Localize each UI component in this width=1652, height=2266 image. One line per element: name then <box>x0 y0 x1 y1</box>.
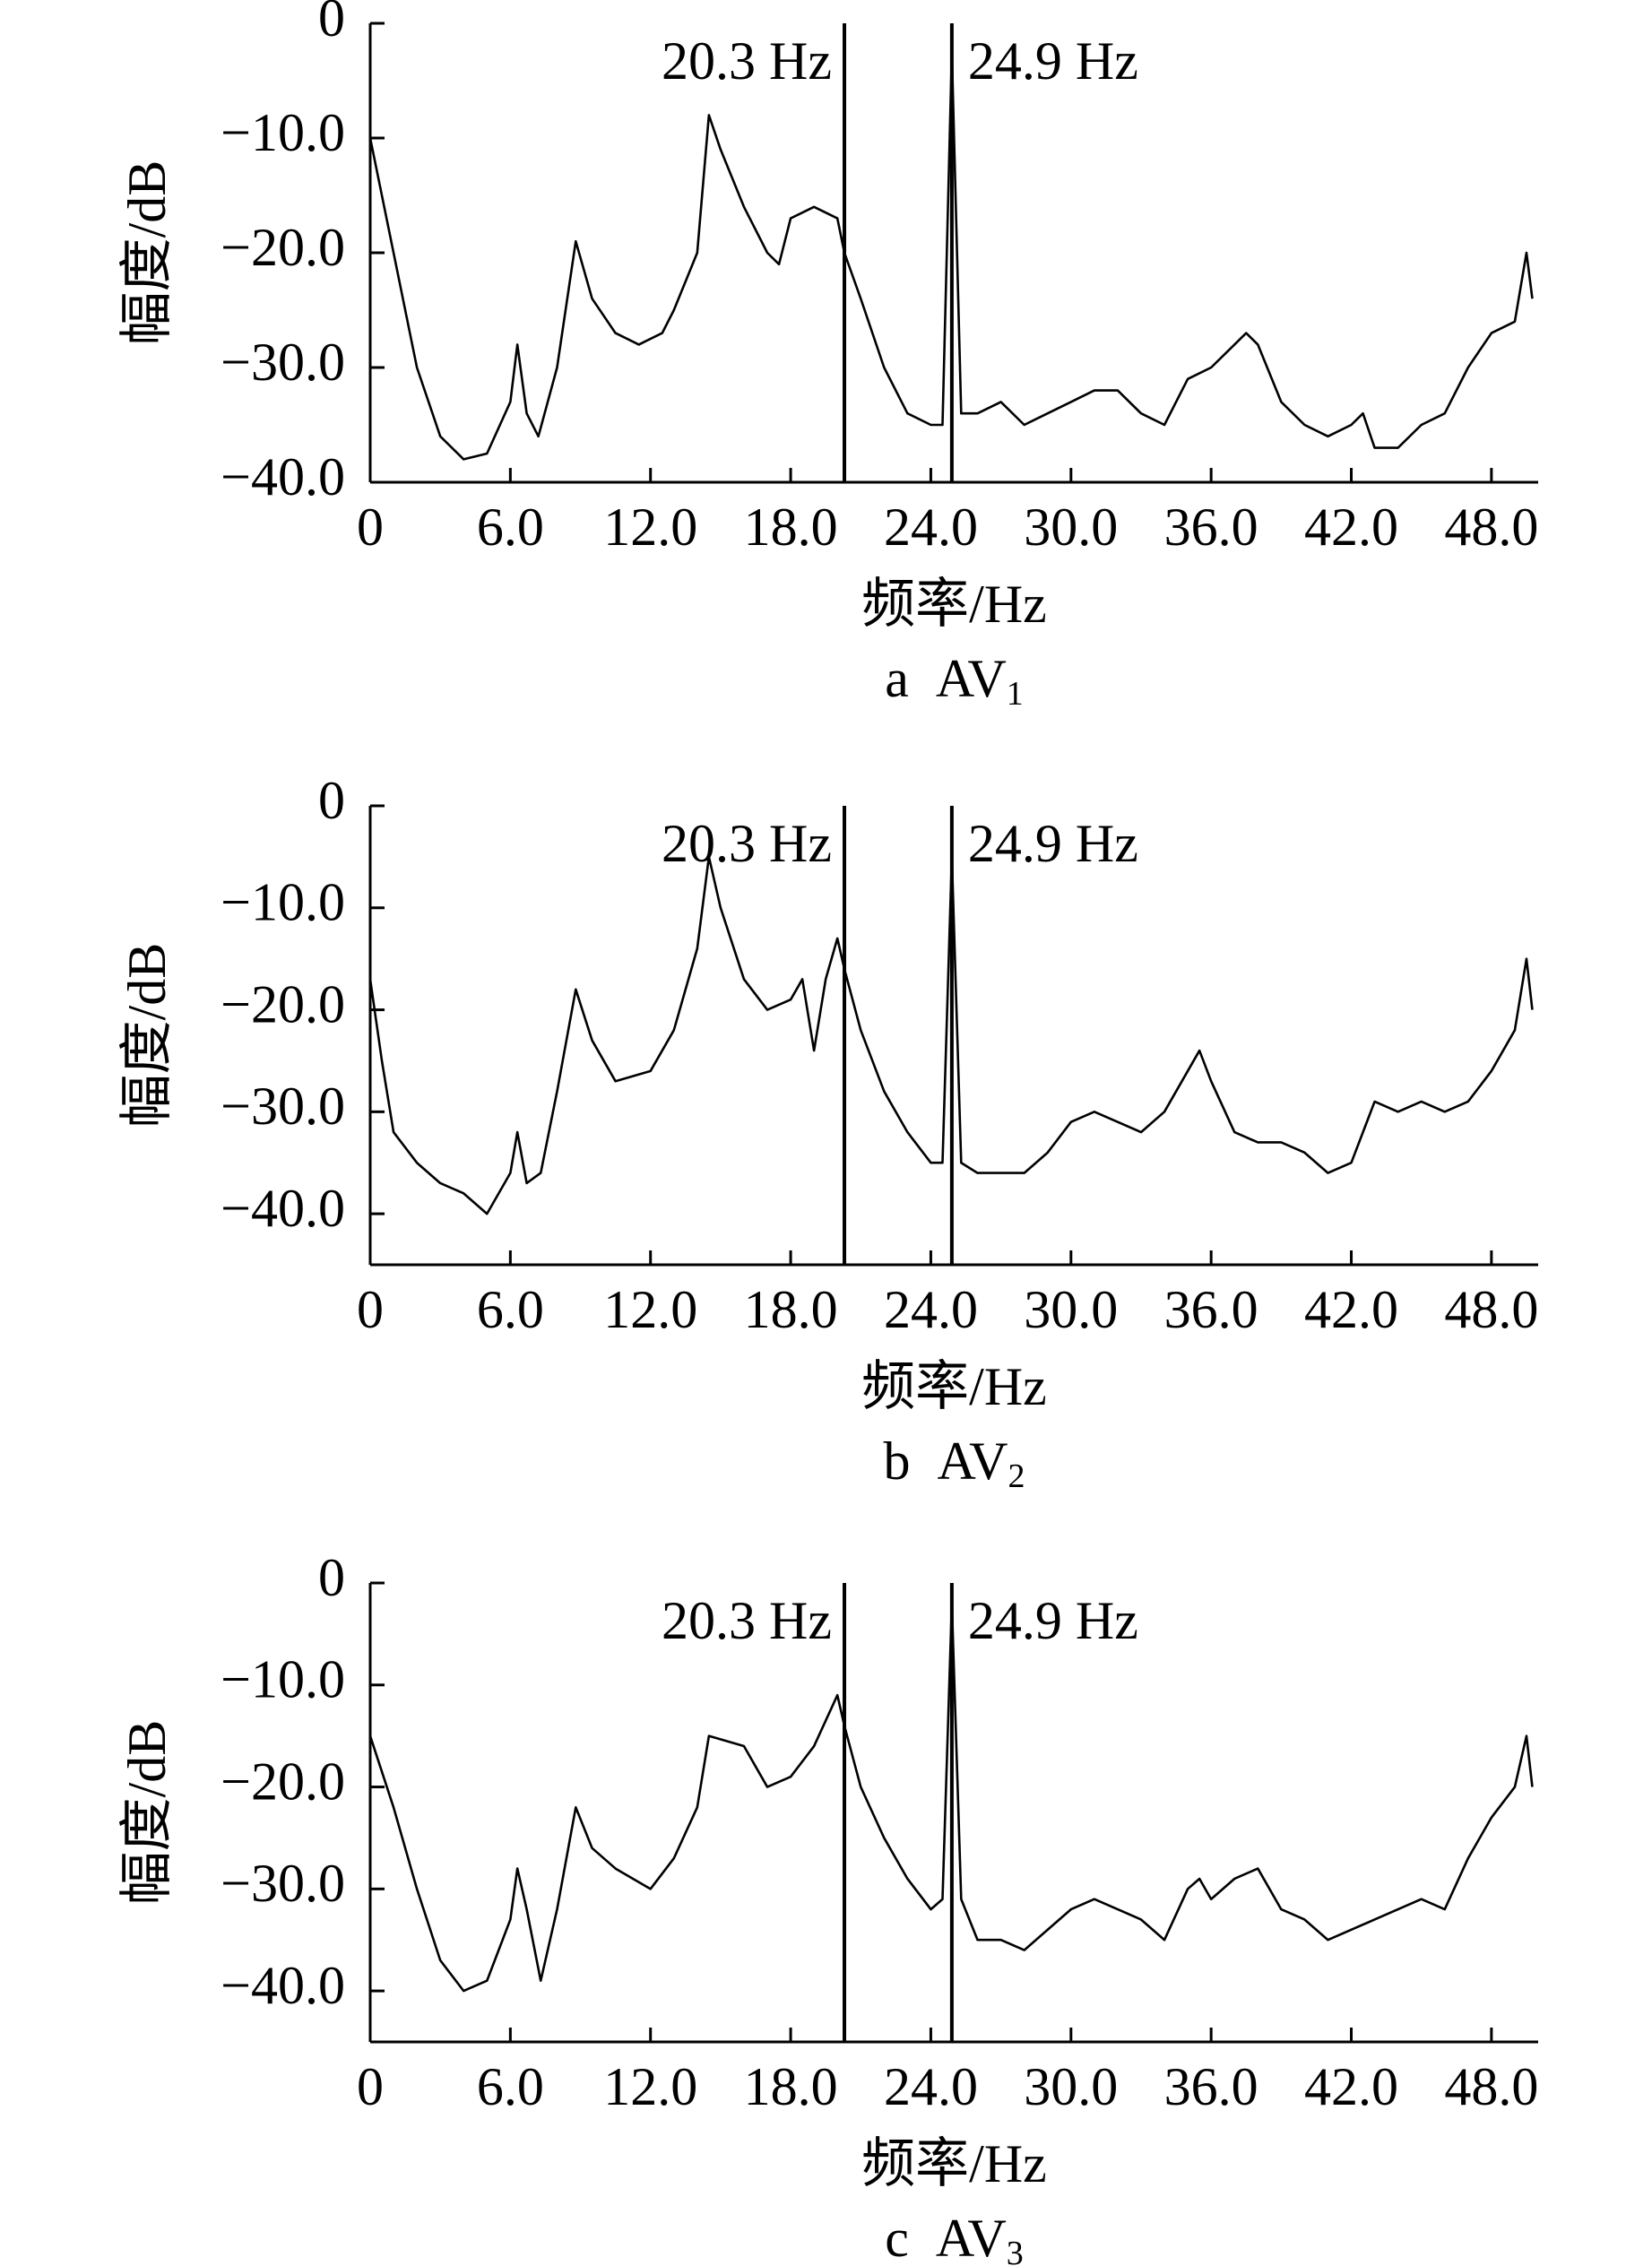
y-tick-label: −10.0 <box>221 1650 345 1709</box>
caption-letter: c <box>885 2209 909 2266</box>
x-tick-label: 12.0 <box>603 1280 697 1339</box>
caption-sub: 2 <box>1008 1457 1025 1495</box>
y-axis-label: 幅度/dB <box>117 160 177 346</box>
y-axis-label: 幅度/dB <box>117 943 177 1129</box>
y-tick-label: −10.0 <box>221 103 345 162</box>
y-tick-label: −40.0 <box>221 1179 345 1238</box>
y-tick-label: −20.0 <box>221 974 345 1034</box>
caption: b AV2 <box>884 1431 1025 1495</box>
x-tick-label: 42.0 <box>1304 497 1398 557</box>
y-axis-label: 幅度/dB <box>117 1720 177 1906</box>
x-tick-label: 24.0 <box>884 1280 978 1339</box>
x-tick-label: 0 <box>357 2057 384 2116</box>
x-tick-label: 36.0 <box>1164 1280 1258 1339</box>
chart-panel: 0−10.0−20.0−30.0−40.00 6.0 12.0 18.0 24.0 30.… <box>117 0 1539 713</box>
x-axis-label: 频率/Hz <box>861 575 1047 634</box>
y-tick-label: −30.0 <box>221 1854 345 1913</box>
caption-sub: 3 <box>1007 2235 1024 2266</box>
y-tick-label: −40.0 <box>221 447 345 506</box>
caption-sub: 1 <box>1007 675 1024 713</box>
x-tick-label: 48.0 <box>1444 497 1538 557</box>
caption: a AV1 <box>885 649 1024 713</box>
x-tick-label: 18.0 <box>744 497 838 557</box>
marker-label: 24.9 Hz <box>968 1591 1138 1650</box>
chart-panel: 0−10.0−20.0−30.0−40.00 6.0 12.0 18.0 24.0 30.… <box>117 771 1539 1495</box>
x-tick-label: 6.0 <box>477 1280 544 1339</box>
y-tick-label: −10.0 <box>221 873 345 932</box>
y-tick-label: −20.0 <box>221 1751 345 1811</box>
x-tick-label: 48.0 <box>1444 2057 1538 2116</box>
x-tick-label: 18.0 <box>744 2057 838 2116</box>
marker-label: 20.3 Hz <box>662 31 832 91</box>
data-line <box>368 50 1534 461</box>
x-tick-label: 12.0 <box>603 2057 697 2116</box>
y-tick-label: 0 <box>318 771 345 830</box>
x-tick-label: 36.0 <box>1164 497 1258 557</box>
x-tick-label: 18.0 <box>744 1280 838 1339</box>
caption-letter: b <box>884 1431 911 1491</box>
caption-name: AV <box>936 2209 1007 2266</box>
y-tick-label: −20.0 <box>221 218 345 277</box>
marker-label: 20.3 Hz <box>662 814 832 873</box>
x-tick-label: 42.0 <box>1304 2057 1398 2116</box>
data-line <box>368 855 1534 1215</box>
marker-label: 20.3 Hz <box>662 1591 832 1650</box>
marker-label: 24.9 Hz <box>968 31 1138 91</box>
x-tick-label: 30.0 <box>1024 1280 1118 1339</box>
x-axis-label: 频率/Hz <box>861 2134 1047 2193</box>
y-tick-label: −30.0 <box>221 333 345 392</box>
x-tick-label: 12.0 <box>603 497 697 557</box>
x-tick-label: 24.0 <box>884 497 978 557</box>
chart-panel: 0−10.0−20.0−30.0−40.00 6.0 12.0 18.0 24.0 30.… <box>117 1548 1539 2266</box>
caption-name: AV <box>938 1431 1008 1491</box>
y-tick-label: −30.0 <box>221 1077 345 1136</box>
x-tick-label: 42.0 <box>1304 1280 1398 1339</box>
x-tick-label: 48.0 <box>1444 1280 1538 1339</box>
x-axis-label: 频率/Hz <box>861 1357 1047 1416</box>
y-tick-label: 0 <box>318 1548 345 1607</box>
x-tick-label: 24.0 <box>884 2057 978 2116</box>
y-tick-label: 0 <box>318 0 345 48</box>
caption-letter: a <box>885 649 909 708</box>
caption: c AV3 <box>885 2209 1024 2266</box>
caption-name: AV <box>936 649 1007 708</box>
x-tick-label: 36.0 <box>1164 2057 1258 2116</box>
marker-label: 24.9 Hz <box>968 814 1138 873</box>
x-tick-label: 6.0 <box>477 2057 544 2116</box>
y-tick-label: −40.0 <box>221 1956 345 2015</box>
x-tick-label: 30.0 <box>1024 497 1118 557</box>
x-tick-label: 0 <box>357 1280 384 1339</box>
x-tick-label: 6.0 <box>477 497 544 557</box>
x-tick-label: 0 <box>357 497 384 557</box>
data-line <box>368 1602 1534 1993</box>
x-tick-label: 30.0 <box>1024 2057 1118 2116</box>
